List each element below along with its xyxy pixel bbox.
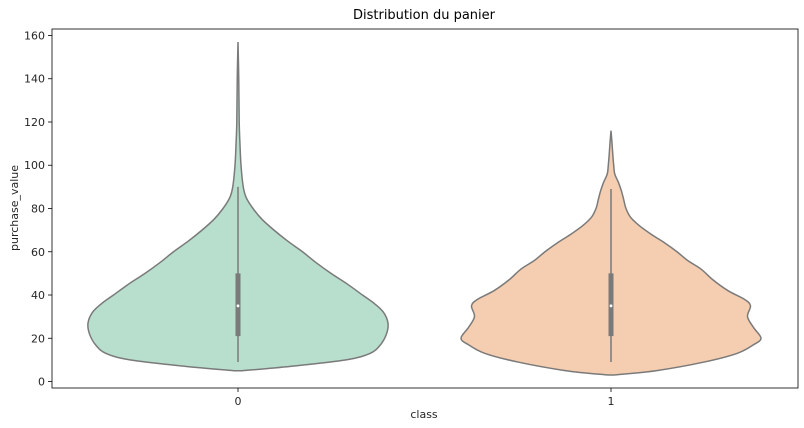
y-tick-label: 140 bbox=[24, 73, 45, 86]
x-tick-label: 0 bbox=[235, 395, 242, 408]
x-axis-label: class bbox=[410, 408, 438, 421]
y-axis-label: purchase_value bbox=[8, 165, 21, 251]
y-tick-label: 100 bbox=[24, 159, 45, 172]
chart-title: Distribution du panier bbox=[353, 8, 496, 23]
y-tick-label: 80 bbox=[31, 203, 45, 216]
y-tick-label: 20 bbox=[31, 332, 45, 345]
violin-median-point bbox=[609, 304, 613, 308]
y-tick-label: 120 bbox=[24, 116, 45, 129]
violins-layer bbox=[87, 41, 762, 376]
y-axis: 0 20 40 60 80 100 120 140 160 bbox=[24, 29, 52, 389]
y-tick-label: 160 bbox=[24, 29, 45, 42]
y-tick-label: 40 bbox=[31, 289, 45, 302]
plot-frame bbox=[51, 28, 799, 389]
x-tick-label: 1 bbox=[608, 395, 615, 408]
y-tick-label: 0 bbox=[38, 376, 45, 389]
y-tick-label: 60 bbox=[31, 246, 45, 259]
violin-median-point bbox=[236, 304, 240, 308]
